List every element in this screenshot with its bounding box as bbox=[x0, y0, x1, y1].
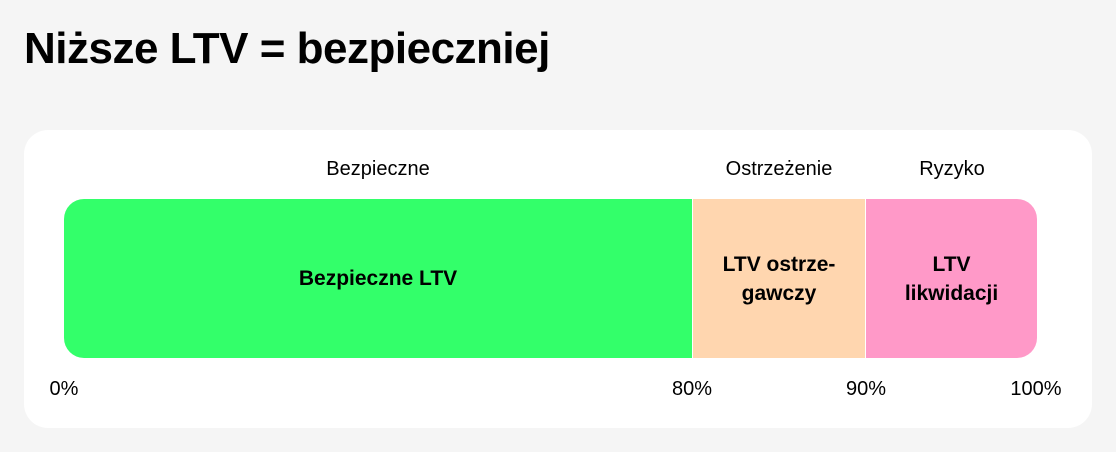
zone-caption-risk: Ryzyko bbox=[919, 158, 985, 180]
zone-safe: Bezpieczne LTV bbox=[64, 199, 692, 358]
zone-label-warning: LTV ostrze-gawczy bbox=[722, 252, 836, 305]
tick-90: 90% bbox=[845, 378, 887, 400]
tick-100: 100% bbox=[1010, 378, 1062, 400]
zone-label-risk: LTV likwidacji bbox=[904, 252, 999, 305]
tick-80: 80% bbox=[671, 378, 713, 400]
zone-label-safe: Bezpieczne LTV bbox=[298, 267, 458, 290]
zone-risk: LTV likwidacji bbox=[866, 199, 1037, 358]
zone-caption-warning: Ostrzeżenie bbox=[725, 158, 833, 180]
page-title: Niższe LTV = bezpieczniej bbox=[24, 24, 550, 73]
zone-caption-safe: Bezpieczne bbox=[326, 158, 430, 180]
tick-0: 0% bbox=[49, 378, 79, 400]
zone-warning: LTV ostrze-gawczy bbox=[693, 199, 865, 358]
